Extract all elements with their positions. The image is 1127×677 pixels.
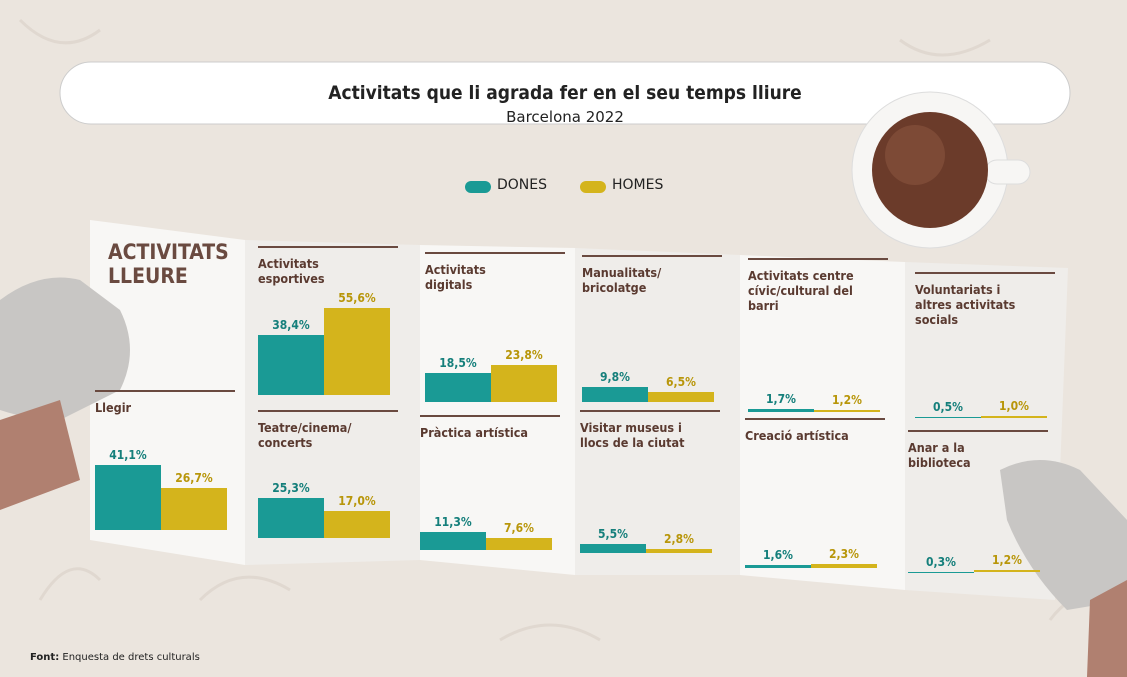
divider — [580, 410, 720, 412]
value-label: 23,8% — [505, 347, 543, 362]
divider — [258, 246, 398, 248]
divider — [425, 252, 565, 254]
title: Activitats que li agrada fer en el seu t… — [328, 82, 802, 104]
legend-label: DONES — [497, 177, 548, 193]
bar — [915, 417, 981, 418]
value-label: 1,7% — [766, 392, 796, 407]
divider — [745, 418, 885, 420]
value-label: 0,5% — [933, 400, 963, 415]
category-label: Activitats esportives — [258, 256, 325, 286]
bar — [491, 364, 557, 402]
subtitle: Barcelona 2022 — [506, 108, 624, 126]
value-label: 5,5% — [598, 527, 628, 542]
value-label: 17,0% — [338, 494, 376, 509]
value-label: 1,6% — [763, 548, 793, 563]
divider — [915, 272, 1055, 274]
value-label: 1,2% — [832, 393, 862, 408]
legend-swatch — [465, 181, 491, 193]
bar — [425, 372, 491, 402]
divider — [908, 430, 1048, 432]
bar — [646, 548, 712, 553]
bar — [745, 565, 811, 568]
value-label: 2,3% — [829, 547, 859, 562]
bar — [814, 410, 880, 412]
value-label: 41,1% — [109, 448, 147, 463]
value-label: 9,8% — [600, 369, 630, 384]
bar — [324, 307, 390, 395]
value-label: 26,7% — [175, 471, 213, 486]
bar — [324, 511, 390, 538]
bar — [580, 544, 646, 553]
value-label: 25,3% — [272, 481, 310, 496]
bar — [420, 532, 486, 550]
divider — [748, 258, 888, 260]
value-label: 18,5% — [439, 355, 477, 370]
bar — [486, 538, 552, 550]
value-label: 1,2% — [992, 553, 1022, 568]
category-label: Llegir — [95, 400, 132, 415]
legend-label: HOMES — [612, 177, 664, 193]
value-label: 55,6% — [338, 290, 376, 305]
bar — [258, 498, 324, 538]
bar — [748, 409, 814, 412]
bar — [95, 465, 161, 530]
legend-swatch — [580, 181, 606, 193]
source-text: Enquesta de drets culturals — [62, 652, 200, 663]
source-label: Font: — [30, 652, 60, 663]
category-label: Visitar museus i llocs de la ciutat — [580, 420, 685, 450]
divider — [582, 255, 722, 257]
value-label: 11,3% — [434, 515, 472, 530]
panel-title: ACTIVITATS LLEURE — [108, 240, 229, 288]
bar — [161, 488, 227, 530]
value-label: 2,8% — [664, 531, 694, 546]
category-label: Voluntariats i altres activitats socials — [915, 282, 1016, 327]
value-label: 38,4% — [272, 317, 310, 332]
bar — [258, 334, 324, 395]
category-label: Anar a la biblioteca — [908, 440, 971, 470]
bar — [974, 570, 1040, 572]
value-label: 7,6% — [504, 521, 534, 536]
bar — [981, 416, 1047, 418]
value-label: 6,5% — [666, 374, 696, 389]
category-label: Creació artística — [745, 428, 849, 443]
category-label: Pràctica artística — [420, 425, 528, 440]
value-label: 0,3% — [926, 554, 956, 569]
source: Font: Enquesta de drets culturals — [30, 652, 200, 663]
category-label: Manualitats/ bricolatge — [582, 265, 662, 295]
bar — [811, 564, 877, 568]
category-label: Teatre/cinema/ concerts — [258, 420, 352, 450]
bar — [648, 391, 714, 402]
divider — [258, 410, 398, 412]
value-label: 1,0% — [999, 399, 1029, 414]
category-label: Activitats digitals — [425, 262, 486, 292]
divider — [95, 390, 235, 392]
divider — [420, 415, 560, 417]
bar — [582, 386, 648, 402]
category-label: Activitats centre cívic/cultural del bar… — [748, 268, 854, 313]
